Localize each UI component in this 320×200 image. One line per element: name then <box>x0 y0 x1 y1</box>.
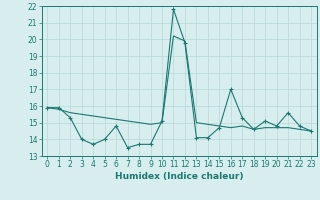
X-axis label: Humidex (Indice chaleur): Humidex (Indice chaleur) <box>115 172 244 181</box>
